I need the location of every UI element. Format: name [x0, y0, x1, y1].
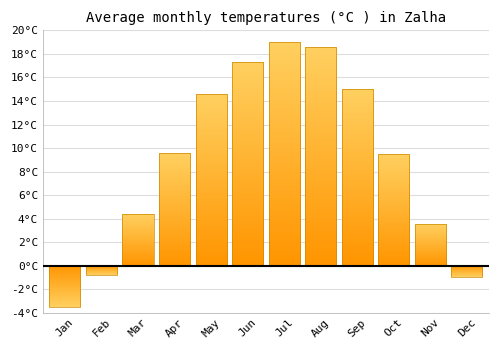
- Bar: [342, 89, 373, 266]
- Bar: [196, 94, 226, 266]
- Bar: [268, 42, 300, 266]
- Bar: [159, 153, 190, 266]
- Bar: [232, 62, 263, 266]
- Bar: [415, 224, 446, 266]
- Bar: [452, 266, 482, 277]
- Bar: [122, 214, 154, 266]
- Bar: [122, 214, 154, 266]
- Bar: [86, 266, 117, 275]
- Bar: [415, 224, 446, 266]
- Bar: [50, 266, 80, 307]
- Bar: [378, 154, 410, 266]
- Title: Average monthly temperatures (°C ) in Zalha: Average monthly temperatures (°C ) in Za…: [86, 11, 446, 25]
- Bar: [159, 153, 190, 266]
- Bar: [342, 89, 373, 266]
- Bar: [50, 266, 80, 307]
- Bar: [86, 266, 117, 275]
- Bar: [305, 47, 336, 266]
- Bar: [232, 62, 263, 266]
- Bar: [268, 42, 300, 266]
- Bar: [378, 154, 410, 266]
- Bar: [452, 266, 482, 277]
- Bar: [196, 94, 226, 266]
- Bar: [305, 47, 336, 266]
